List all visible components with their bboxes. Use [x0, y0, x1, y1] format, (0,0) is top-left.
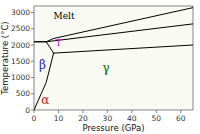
x-tick-label: 40: [127, 114, 137, 123]
phase-label: α: [41, 93, 49, 107]
y-tick-label: 2500: [11, 24, 30, 33]
y-axis-label: Temperature (°C): [0, 21, 10, 95]
x-tick: [58, 110, 59, 113]
y-tick: [31, 45, 34, 46]
x-tick-label: 10: [54, 114, 64, 123]
chart: 0 10 20 30 40 50 60 0 500 1000 1500 2000 2500 3000 Pre…: [0, 0, 200, 134]
phase-boundary: [46, 24, 193, 42]
phase-label: γ: [102, 61, 109, 75]
x-tick-label: 0: [32, 114, 37, 123]
phase-label: β: [39, 58, 46, 72]
x-tick: [131, 110, 132, 113]
phase-boundary: [34, 41, 46, 42]
x-tick-label: 20: [78, 114, 88, 123]
phase-boundary: [54, 8, 193, 39]
phase-boundary: [54, 45, 193, 53]
x-tick-label: 30: [103, 114, 113, 123]
y-tick: [31, 12, 34, 13]
x-axis-label: Pressure (GPa): [82, 123, 144, 133]
y-tick-label: 0: [25, 106, 30, 115]
phase-label: T: [56, 38, 62, 48]
x-tick: [34, 110, 35, 113]
boundaries: [34, 8, 193, 110]
phase-boundary: [46, 42, 53, 53]
y-tick: [31, 110, 34, 111]
x-tick: [82, 110, 83, 113]
y-tick-label: 1000: [11, 73, 30, 82]
y-tick-label: 1500: [11, 57, 30, 66]
x-tick: [107, 110, 108, 113]
y-tick: [31, 77, 34, 78]
x-tick-label: 50: [152, 114, 162, 123]
y-tick: [31, 93, 34, 94]
x-tick: [180, 110, 181, 113]
y-tick-label: 3000: [11, 8, 30, 17]
y-tick: [31, 28, 34, 29]
phase-boundary: [34, 53, 54, 110]
y-tick-label: 500: [16, 89, 31, 98]
y-tick: [31, 61, 34, 62]
x-tick-label: 60: [176, 114, 186, 123]
x-tick: [156, 110, 157, 113]
phase-label: Melt: [54, 11, 75, 21]
plot-frame: [34, 6, 193, 110]
y-tick-label: 2000: [11, 41, 30, 50]
phase-boundary: [34, 41, 46, 42]
